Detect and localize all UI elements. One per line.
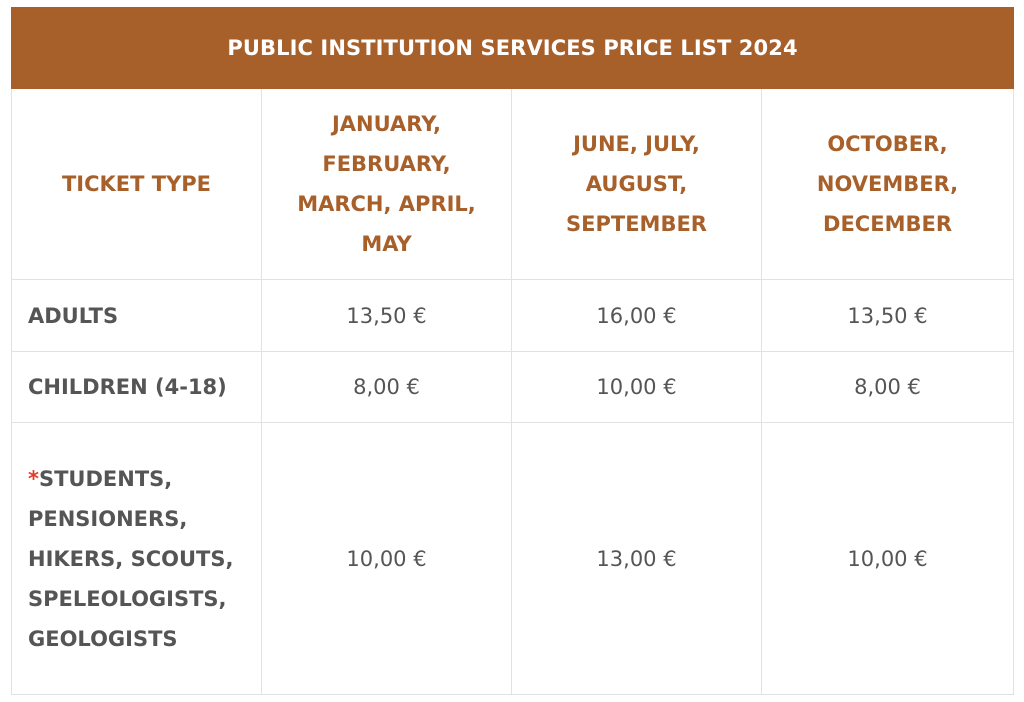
- header-period-oct-dec: OCTOBER, NOVEMBER, DECEMBER: [760, 88, 1015, 280]
- price-cell: 8,00 €: [261, 351, 512, 423]
- row-label-text: CHILDREN (4-18): [28, 375, 227, 399]
- price-cell: 13,50 €: [760, 279, 1015, 352]
- price-cell: 16,00 €: [511, 279, 762, 352]
- header-period-jun-sep: JUNE, JULY, AUGUST, SEPTEMBER: [511, 88, 762, 280]
- asterisk-marker: *: [28, 466, 39, 491]
- price-cell: 13,00 €: [511, 422, 762, 695]
- price-cell: 13,50 €: [261, 279, 512, 352]
- table-title: PUBLIC INSTITUTION SERVICES PRICE LIST 2…: [10, 7, 1015, 89]
- price-cell: 10,00 €: [511, 351, 762, 423]
- table-row-children: CHILDREN (4-18) 8,00 € 10,00 € 8,00 €: [11, 351, 1015, 423]
- row-label-text: ADULTS: [28, 303, 119, 328]
- price-list-table: PUBLIC INSTITUTION SERVICES PRICE LIST 2…: [10, 7, 1015, 695]
- price-cell: 10,00 €: [760, 422, 1015, 695]
- header-ticket-type: TICKET TYPE: [11, 88, 262, 280]
- price-cell: 8,00 €: [760, 351, 1015, 423]
- table-row-students: *STUDENTS, PENSIONERS, HIKERS, SCOUTS, S…: [11, 422, 1015, 695]
- table-row-adults: ADULTS 13,50 € 16,00 € 13,50 €: [11, 279, 1015, 352]
- price-cell: 10,00 €: [261, 422, 512, 695]
- row-label-adults: ADULTS: [11, 279, 262, 352]
- row-label-children: CHILDREN (4-18): [11, 351, 262, 423]
- row-label-students: *STUDENTS, PENSIONERS, HIKERS, SCOUTS, S…: [11, 422, 262, 695]
- row-label-text: STUDENTS, PENSIONERS, HIKERS, SCOUTS, SP…: [28, 466, 234, 651]
- header-period-jan-may: JANUARY, FEBRUARY, MARCH, APRIL, MAY: [261, 88, 512, 280]
- header-row: TICKET TYPE JANUARY, FEBRUARY, MARCH, AP…: [11, 88, 1015, 280]
- title-row: PUBLIC INSTITUTION SERVICES PRICE LIST 2…: [10, 7, 1015, 89]
